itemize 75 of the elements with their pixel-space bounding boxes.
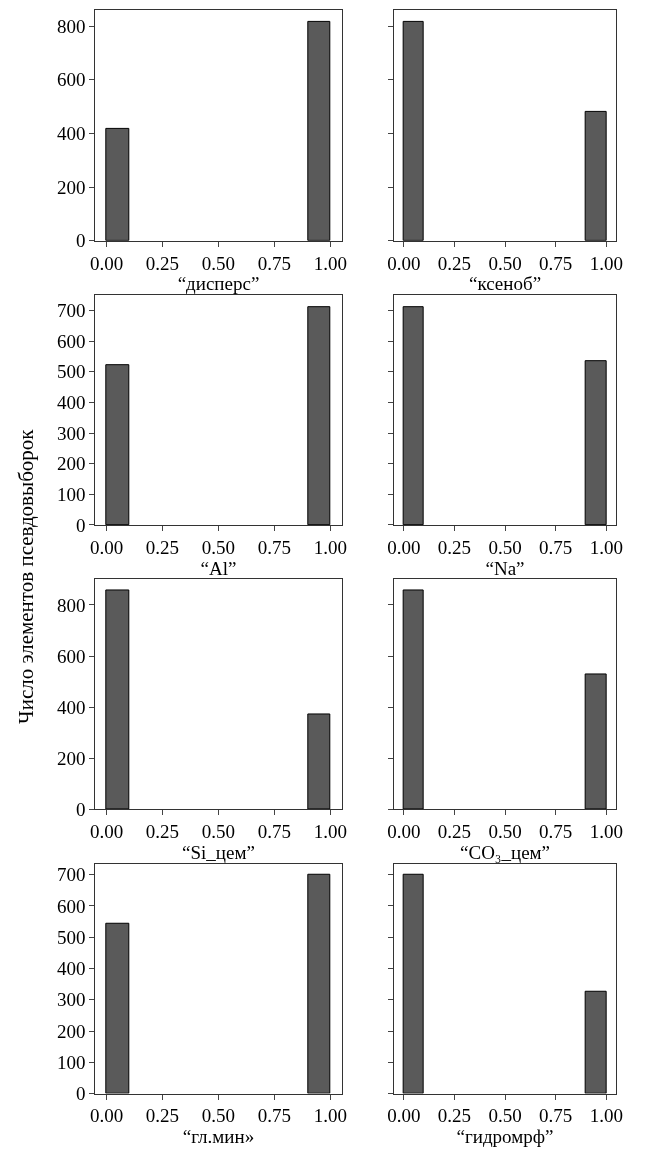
y-tick-label: 400 <box>57 958 86 980</box>
x-tick-label: 0.25 <box>437 252 472 274</box>
x-tick-label: 0.00 <box>89 252 124 274</box>
x-tick-label: 1.00 <box>589 536 623 558</box>
x-tick-label: 0.50 <box>201 1105 236 1127</box>
x-axis-title: “Al” <box>200 557 237 579</box>
x-tick-label: 0.25 <box>145 536 180 558</box>
x-tick-label: 0.25 <box>437 1105 472 1127</box>
x-tick-label: 0.00 <box>387 252 421 274</box>
y-tick-label: 0 <box>76 1083 86 1105</box>
x-tick-label: 0.00 <box>89 821 124 843</box>
x-tick-label: 1.00 <box>313 1105 348 1127</box>
x-tick-label: 1.00 <box>313 821 348 843</box>
x-tick-label: 1.00 <box>589 252 623 274</box>
x-tick-label: 0.75 <box>257 536 292 558</box>
y-tick-label: 200 <box>57 453 86 475</box>
y-tick-label: 200 <box>57 1020 86 1042</box>
y-tick-label: 400 <box>57 123 86 145</box>
y-tick-label: 400 <box>57 392 86 414</box>
y-tick-label: 600 <box>57 330 86 352</box>
y-tick-label: 300 <box>57 989 86 1011</box>
y-tick-label: 600 <box>57 645 86 667</box>
x-axis-title: “ксеноб” <box>469 273 542 295</box>
x-tick-label: 1.00 <box>589 821 623 843</box>
x-tick-label: 0.00 <box>387 536 421 558</box>
y-tick-label: 200 <box>57 747 86 769</box>
x-tick-label: 0.25 <box>145 1105 180 1127</box>
x-axis-title: “CO₃_цем” <box>460 842 551 864</box>
x-tick-label: 1.00 <box>589 1105 623 1127</box>
y-tick-label: 100 <box>57 483 86 505</box>
x-tick-label: 0.00 <box>387 821 421 843</box>
y-axis-title: Число элементов псевдовыборок <box>13 428 38 724</box>
x-tick-label: 0.00 <box>387 1105 421 1127</box>
x-tick-label: 0.50 <box>488 536 522 558</box>
y-tick-label: 600 <box>57 895 86 917</box>
y-tick-label: 0 <box>76 798 86 820</box>
x-tick-label: 0.25 <box>437 821 472 843</box>
y-tick-label: 800 <box>57 15 86 37</box>
y-tick-label: 700 <box>57 300 86 322</box>
x-tick-label: 0.75 <box>539 252 573 274</box>
x-tick-label: 0.50 <box>488 252 522 274</box>
x-tick-label: 0.75 <box>539 821 573 843</box>
y-tick-label: 700 <box>57 864 86 886</box>
x-tick-label: 0.00 <box>89 536 124 558</box>
y-tick-label: 300 <box>57 422 86 444</box>
x-tick-label: 0.50 <box>201 252 236 274</box>
y-tick-label: 400 <box>57 696 86 718</box>
y-tick-label: 100 <box>57 1051 86 1073</box>
x-tick-label: 0.75 <box>257 821 292 843</box>
y-tick-label: 0 <box>76 230 86 252</box>
x-tick-label: 0.50 <box>201 821 236 843</box>
y-tick-label: 600 <box>57 69 86 91</box>
x-tick-label: 0.75 <box>257 1105 292 1127</box>
y-tick-label: 200 <box>57 176 86 198</box>
x-tick-label: 0.25 <box>145 821 180 843</box>
x-tick-label: 0.25 <box>145 252 180 274</box>
x-tick-label: 1.00 <box>313 536 348 558</box>
x-axis-title: “гидромрф” <box>456 1126 554 1148</box>
x-axis-title: “Si_цем” <box>182 842 255 864</box>
x-axis-title: “дисперс” <box>177 273 260 295</box>
x-tick-label: 0.50 <box>488 1105 522 1127</box>
x-tick-label: 0.25 <box>437 536 472 558</box>
x-tick-label: 1.00 <box>313 252 348 274</box>
x-axis-title: “гл.мин» <box>182 1126 255 1148</box>
x-tick-label: 0.50 <box>201 536 236 558</box>
x-tick-label: 0.50 <box>488 821 522 843</box>
x-tick-label: 0.75 <box>539 1105 573 1127</box>
x-tick-label: 0.75 <box>257 252 292 274</box>
x-tick-label: 0.00 <box>89 1105 124 1127</box>
y-tick-label: 500 <box>57 361 86 383</box>
y-tick-label: 500 <box>57 926 86 948</box>
y-tick-label: 800 <box>57 594 86 616</box>
y-tick-label: 0 <box>76 514 86 536</box>
x-axis-title: “Na” <box>485 557 525 579</box>
x-tick-label: 0.75 <box>539 536 573 558</box>
